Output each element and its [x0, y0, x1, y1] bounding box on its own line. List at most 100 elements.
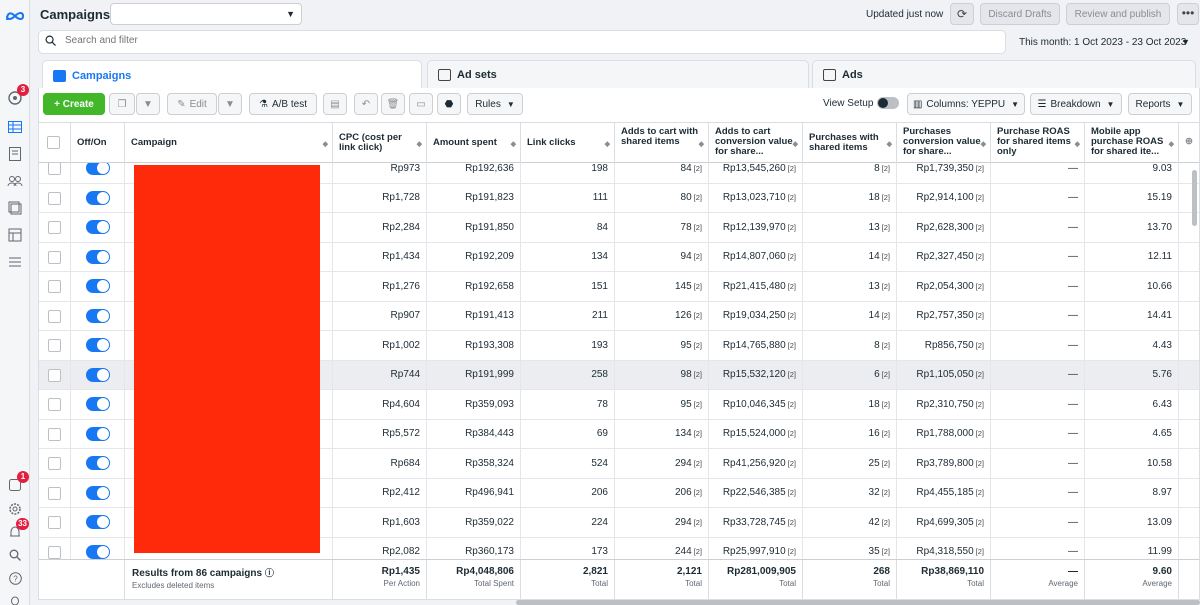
footnote-marker[interactable]: [2]: [975, 517, 984, 527]
activity-icon[interactable]: 1: [5, 471, 29, 495]
table-row[interactable]: Rp973 Rp192,636 198 84 [2] Rp13,545,260 [2] 8 [2…: [39, 163, 1199, 184]
tab-campaigns[interactable]: Campaigns: [42, 60, 422, 90]
refresh-button[interactable]: ⟳: [950, 3, 974, 25]
bug-report-icon[interactable]: [5, 590, 25, 605]
footnote-marker[interactable]: [2]: [693, 340, 702, 350]
ab-test-button[interactable]: ⚗ A/B test: [249, 93, 317, 115]
row-checkbox[interactable]: [48, 457, 61, 470]
footnote-marker[interactable]: [2]: [975, 458, 984, 468]
footnote-marker[interactable]: [2]: [881, 370, 890, 380]
campaign-on-off-toggle[interactable]: [86, 249, 110, 264]
column-header-atc-value[interactable]: Adds to cart conversion value for share.…: [709, 123, 803, 163]
footnote-marker[interactable]: [2]: [975, 163, 984, 173]
footnote-marker[interactable]: [2]: [693, 163, 702, 173]
footnote-marker[interactable]: [2]: [787, 547, 796, 557]
column-header-mobile-roas[interactable]: Mobile app purchase ROAS for shared ite.…: [1085, 123, 1179, 163]
settings-gear-icon[interactable]: [5, 499, 25, 519]
footnote-marker[interactable]: [2]: [881, 399, 890, 409]
footnote-marker[interactable]: [2]: [787, 222, 796, 232]
row-checkbox[interactable]: [48, 398, 61, 411]
horizontal-scrollbar[interactable]: [516, 600, 1200, 605]
footnote-marker[interactable]: [2]: [693, 458, 702, 468]
footnote-marker[interactable]: [2]: [975, 311, 984, 321]
campaign-name-cell[interactable]: [125, 478, 333, 507]
tag-button[interactable]: ⬣: [437, 93, 461, 115]
footnote-marker[interactable]: [2]: [881, 311, 890, 321]
footnote-marker[interactable]: [2]: [787, 517, 796, 527]
columns-button[interactable]: ▥ Columns: YEPPU ▼: [907, 93, 1025, 115]
footnote-marker[interactable]: [2]: [787, 458, 796, 468]
search-input[interactable]: [65, 35, 965, 46]
footnote-marker[interactable]: [2]: [787, 252, 796, 262]
rules-button[interactable]: Rules ▼: [467, 93, 523, 115]
row-checkbox[interactable]: [48, 280, 61, 293]
footnote-marker[interactable]: [2]: [975, 222, 984, 232]
row-checkbox[interactable]: [48, 250, 61, 264]
footnote-marker[interactable]: [2]: [787, 399, 796, 409]
notifications-icon[interactable]: 3: [5, 84, 29, 108]
footnote-marker[interactable]: [2]: [881, 163, 890, 173]
column-header-purchases-value[interactable]: Purchases conversion value for share... ◆: [897, 123, 991, 163]
footnote-marker[interactable]: [2]: [881, 547, 890, 557]
footnote-marker[interactable]: [2]: [693, 399, 702, 409]
undo-button[interactable]: ↶: [354, 93, 378, 115]
footnote-marker[interactable]: [2]: [975, 281, 984, 291]
creative-library-icon[interactable]: [5, 198, 25, 218]
footnote-marker[interactable]: [2]: [693, 488, 702, 498]
row-checkbox[interactable]: [48, 339, 61, 352]
footnote-marker[interactable]: [2]: [693, 370, 702, 380]
column-header-cpc[interactable]: CPC (cost per link click) ◆: [333, 123, 427, 163]
footnote-marker[interactable]: [2]: [787, 370, 796, 380]
footnote-marker[interactable]: [2]: [693, 311, 702, 321]
row-checkbox[interactable]: [48, 163, 61, 175]
duplicate-dropdown-button[interactable]: ▼: [136, 93, 160, 115]
footnote-marker[interactable]: [2]: [787, 429, 796, 439]
help-icon[interactable]: ?: [5, 568, 25, 588]
create-button[interactable]: + Create: [43, 93, 105, 115]
campaign-on-off-toggle[interactable]: [86, 279, 110, 293]
campaign-name-cell[interactable]: [125, 213, 333, 242]
audiences-icon[interactable]: [5, 171, 25, 191]
column-header-campaign[interactable]: Campaign ◆: [125, 123, 333, 163]
footnote-marker[interactable]: [2]: [975, 252, 984, 262]
review-publish-button[interactable]: Review and publish: [1066, 3, 1170, 25]
campaign-name-cell[interactable]: [125, 419, 333, 448]
footnote-marker[interactable]: [2]: [693, 429, 702, 439]
column-header-purchases[interactable]: Purchases with shared items ◆: [803, 123, 897, 163]
campaign-select[interactable]: ▼: [110, 3, 302, 25]
tab-ads[interactable]: Ads: [812, 60, 1196, 88]
campaign-name-cell[interactable]: [125, 449, 333, 478]
campaign-name-cell[interactable]: [125, 242, 333, 271]
footnote-marker[interactable]: [2]: [881, 252, 890, 262]
campaign-on-off-toggle[interactable]: [86, 338, 110, 352]
campaign-on-off-toggle[interactable]: [86, 426, 110, 441]
menu-icon[interactable]: [5, 252, 25, 272]
footnote-marker[interactable]: [2]: [881, 429, 890, 439]
breakdown-button[interactable]: ☰ Breakdown ▼: [1030, 93, 1122, 115]
campaign-name-cell[interactable]: [125, 537, 333, 561]
footnote-marker[interactable]: [2]: [975, 370, 984, 380]
select-all-checkbox[interactable]: [47, 136, 60, 149]
footnote-marker[interactable]: [2]: [975, 399, 984, 409]
column-header-adds-to-cart[interactable]: Adds to cart with shared items ◆: [615, 123, 709, 163]
search-filter-bar[interactable]: [38, 30, 1006, 54]
campaign-name-cell[interactable]: [125, 508, 333, 537]
campaign-on-off-toggle[interactable]: [86, 308, 110, 323]
column-header-amount-spent[interactable]: Amount spent ◆: [427, 123, 521, 163]
edit-button[interactable]: ✎ Edit: [167, 93, 217, 115]
footnote-marker[interactable]: [2]: [787, 340, 796, 350]
discard-drafts-button[interactable]: Discard Drafts: [980, 3, 1060, 25]
reports-button[interactable]: Reports ▼: [1128, 93, 1192, 115]
footnote-marker[interactable]: [2]: [693, 252, 702, 262]
footnote-marker[interactable]: [2]: [693, 517, 702, 527]
campaign-name-cell[interactable]: [125, 183, 333, 212]
footnote-marker[interactable]: [2]: [787, 193, 796, 203]
footnote-marker[interactable]: [2]: [693, 547, 702, 557]
campaign-on-off-toggle[interactable]: [86, 485, 110, 500]
footnote-marker[interactable]: [2]: [975, 193, 984, 203]
campaign-name-cell[interactable]: [125, 390, 333, 419]
add-column-header[interactable]: ⊕: [1179, 123, 1199, 163]
more-options-button[interactable]: •••: [1177, 3, 1199, 25]
column-header-purchase-roas[interactable]: Purchase ROAS for shared items only ◆: [991, 123, 1085, 163]
footnote-marker[interactable]: [2]: [975, 547, 984, 557]
